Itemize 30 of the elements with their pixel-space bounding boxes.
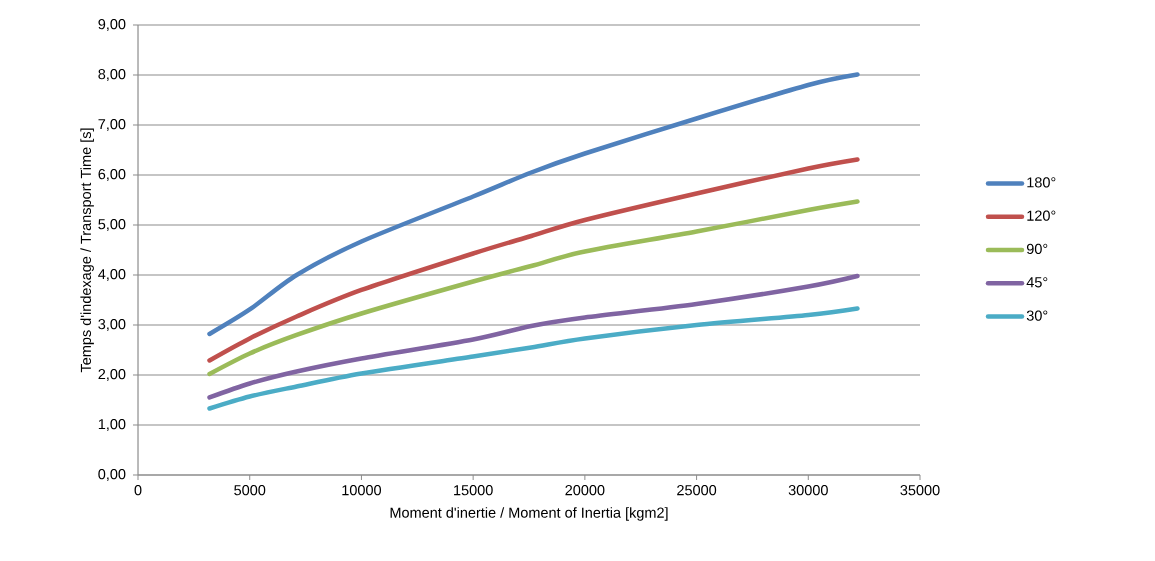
line-series xyxy=(207,199,860,377)
y-tick-label: 4,00 xyxy=(98,268,126,281)
y-tick-label: 9,00 xyxy=(98,18,126,31)
y-tick-label: 2,00 xyxy=(98,368,126,381)
x-tick-label: 25000 xyxy=(677,485,717,496)
legend-label: 90° xyxy=(1026,243,1048,255)
x-tick-label: 35000 xyxy=(900,485,940,496)
legend-label: 180° xyxy=(1027,177,1056,188)
y-tick-label: 3,00 xyxy=(98,318,126,331)
line-series xyxy=(207,157,860,363)
y-tick-label: 8,00 xyxy=(98,68,126,81)
y-tick-label: 6,00 xyxy=(98,168,126,181)
y-tick-label: 1,00 xyxy=(98,418,126,431)
legend-label: 45° xyxy=(1026,277,1048,288)
line-series xyxy=(207,306,860,411)
x-tick-label: 30000 xyxy=(788,485,828,496)
y-tick-label: 0,00 xyxy=(98,468,126,481)
y-tick-label: 5,00 xyxy=(98,218,126,231)
y-tick-label: 7,00 xyxy=(98,118,126,131)
x-axis-title: Moment d'inertie / Moment of Inertia [kgm2] xyxy=(390,507,668,521)
x-tick-label: 0 xyxy=(134,485,142,496)
line-series xyxy=(207,72,860,337)
line-series xyxy=(207,273,860,400)
legend-label: 30° xyxy=(1026,310,1048,321)
x-tick-label: 10000 xyxy=(342,485,382,496)
x-tick-label: 15000 xyxy=(454,485,493,496)
x-tick-label: 20000 xyxy=(565,485,605,496)
legend-label: 120° xyxy=(1027,210,1056,221)
x-tick-label: 5000 xyxy=(234,485,266,496)
y-axis-title: Temps d'indexage / Transport Time [s] xyxy=(80,128,94,373)
